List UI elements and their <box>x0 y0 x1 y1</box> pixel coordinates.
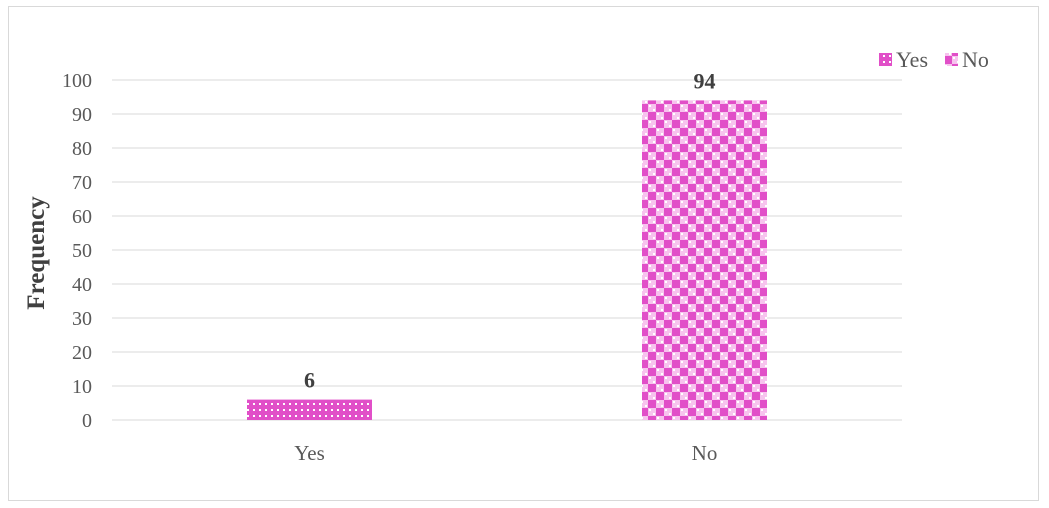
x-tick-label-yes: Yes <box>294 441 325 465</box>
y-tick-label: 40 <box>72 274 92 296</box>
legend: Yes No <box>879 47 989 72</box>
data-labels: 6 94 <box>304 68 716 392</box>
legend-swatch-yes <box>879 53 892 66</box>
bars <box>247 100 767 421</box>
y-tick-label: 30 <box>72 308 92 330</box>
y-tick-label: 20 <box>72 342 92 364</box>
y-tick-label: 70 <box>72 172 92 194</box>
y-tick-label: 80 <box>72 138 92 160</box>
legend-label-no: No <box>962 47 989 72</box>
y-tick-label: 50 <box>72 240 92 262</box>
y-tick-label: 0 <box>82 410 92 432</box>
legend-swatch-no <box>945 53 958 66</box>
x-tick-label-no: No <box>692 441 718 465</box>
y-tick-label: 60 <box>72 206 92 228</box>
x-axis-labels: Yes No <box>294 441 717 465</box>
chart-frame <box>8 6 1039 501</box>
bar-no <box>642 100 767 421</box>
y-axis-title: Frequency <box>23 196 50 310</box>
gridlines <box>112 79 902 421</box>
data-label-yes: 6 <box>304 368 315 393</box>
data-label-no: 94 <box>694 68 716 93</box>
y-tick-label: 90 <box>72 104 92 126</box>
y-axis-ticks: 0 10 20 30 40 50 60 70 80 90 100 <box>62 70 92 432</box>
y-tick-label: 10 <box>72 376 92 398</box>
legend-label-yes: Yes <box>896 47 928 72</box>
bar-yes <box>247 399 372 420</box>
y-tick-label: 100 <box>62 70 92 92</box>
